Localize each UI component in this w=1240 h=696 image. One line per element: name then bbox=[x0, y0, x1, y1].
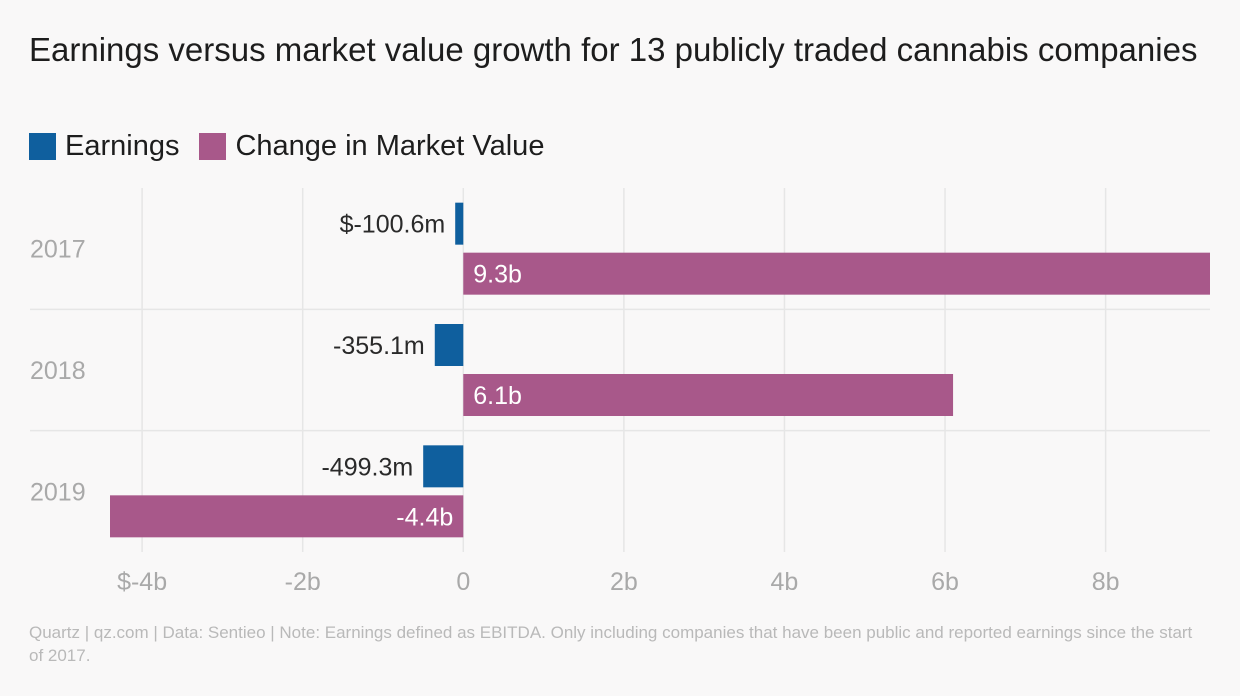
legend-swatch-earnings bbox=[29, 133, 56, 160]
x-tick-label-1: -2b bbox=[285, 568, 321, 596]
legend-item-market-value: Change in Market Value bbox=[199, 130, 544, 163]
legend-label-market-value: Change in Market Value bbox=[235, 130, 545, 162]
x-tick-label-0: $-4b bbox=[117, 568, 167, 596]
source-note: Quartz | qz.com | Data: Sentieo | Note: … bbox=[29, 623, 1193, 665]
x-tick-label-4: 4b bbox=[771, 568, 799, 596]
data-label-market-value-2017: 9.3b bbox=[473, 261, 522, 289]
bar-market-value-2018 bbox=[463, 374, 954, 416]
category-label-2017: 2017 bbox=[30, 236, 86, 264]
legend-item-earnings: Earnings bbox=[29, 130, 179, 163]
x-tick-label-5: 6b bbox=[931, 568, 959, 596]
data-label-earnings-2018: -355.1m bbox=[333, 332, 425, 360]
data-label-earnings-2017: $-100.6m bbox=[340, 211, 446, 239]
x-tick-label-6: 8b bbox=[1092, 568, 1120, 596]
data-label-market-value-2019: -4.4b bbox=[396, 503, 453, 531]
legend-swatch-market-value bbox=[199, 133, 227, 160]
bar-market-value-2019 bbox=[110, 495, 464, 538]
category-label-2019: 2019 bbox=[30, 478, 86, 506]
bar-earnings-2019 bbox=[423, 445, 464, 488]
legend: Earnings Change in Market Value bbox=[29, 130, 564, 163]
bar-market-value-2017 bbox=[463, 252, 1210, 295]
bar-chart: 2017 $-100.6m 9.3b 2018 -355.1m 6.1b 2019 -499.… bbox=[30, 188, 1210, 596]
category-label-2018: 2018 bbox=[30, 357, 86, 385]
legend-label-earnings: Earnings bbox=[65, 130, 180, 162]
data-label-earnings-2019: -499.3m bbox=[321, 453, 413, 481]
chart-title: Earnings versus market value growth for … bbox=[29, 31, 1198, 68]
bar-earnings-2017 bbox=[455, 202, 464, 245]
x-tick-label-3: 2b bbox=[610, 568, 638, 596]
bar-earnings-2018 bbox=[434, 324, 464, 366]
data-label-market-value-2018: 6.1b bbox=[473, 382, 522, 410]
x-tick-label-2: 0 bbox=[456, 568, 470, 596]
